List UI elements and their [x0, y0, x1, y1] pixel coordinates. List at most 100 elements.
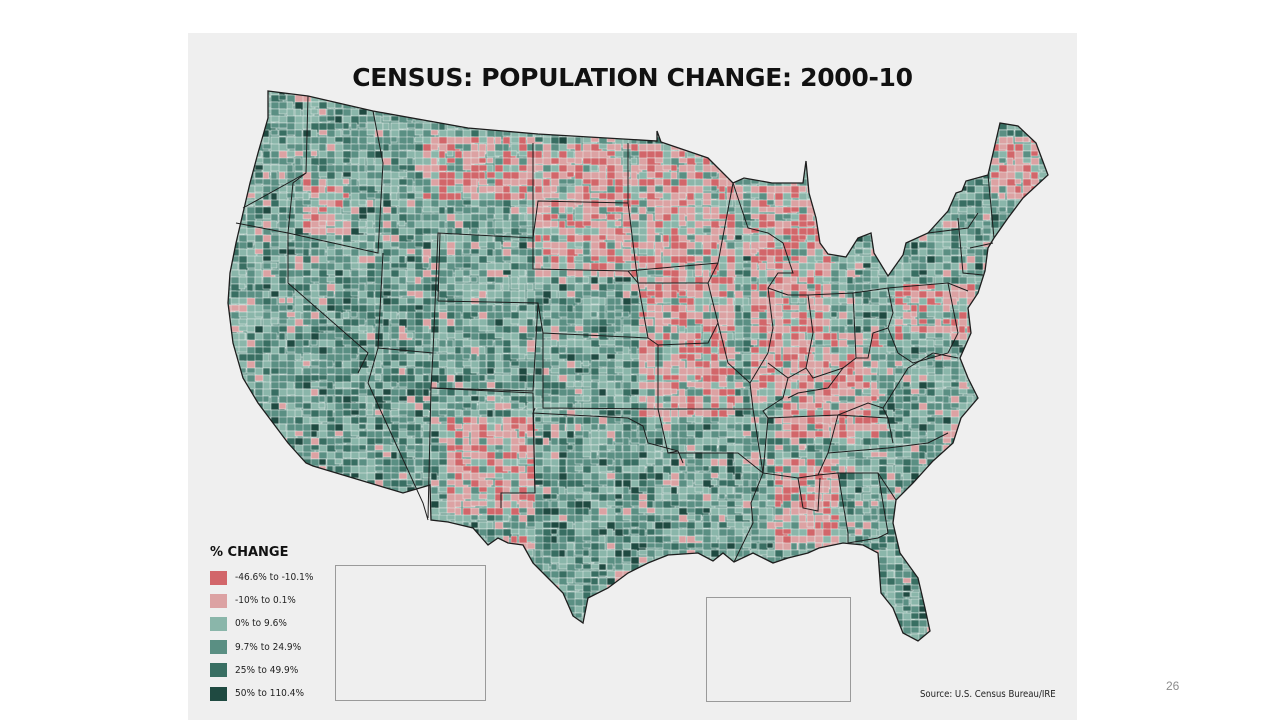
county-cell — [582, 108, 591, 118]
county-cell — [262, 91, 272, 98]
county-cell — [1055, 291, 1067, 297]
county-cell — [414, 136, 424, 143]
county-cell — [926, 101, 937, 108]
county-cell — [966, 339, 983, 350]
county-cell — [1022, 262, 1039, 271]
county-cell — [918, 346, 928, 354]
county-cell — [1014, 367, 1030, 379]
county-cell — [238, 227, 248, 235]
county-cell — [614, 220, 622, 227]
county-cell — [886, 241, 897, 248]
county-cell — [526, 283, 534, 291]
county-cell — [1055, 319, 1064, 326]
county-cell — [790, 220, 800, 227]
county-cell — [518, 318, 529, 327]
county-cell — [1030, 94, 1045, 103]
county-cell — [446, 164, 456, 172]
county-cell — [422, 409, 430, 417]
county-cell — [934, 94, 942, 104]
county-cell — [518, 192, 526, 200]
county-cell — [526, 108, 534, 119]
county-cell — [1038, 283, 1048, 290]
county-cell — [670, 290, 678, 299]
county-cell — [982, 108, 991, 117]
county-cell — [942, 178, 956, 189]
county-cell — [390, 101, 402, 112]
county-cell — [238, 171, 247, 183]
county-cell — [238, 402, 252, 410]
county-cell — [366, 91, 378, 94]
county-cell — [1046, 290, 1048, 298]
county-cell — [230, 122, 239, 129]
county-cell — [798, 108, 808, 120]
county-cell — [830, 115, 838, 122]
county-cell — [990, 388, 999, 399]
county-cell — [1022, 91, 1038, 96]
county-cell — [758, 150, 766, 159]
county-cell — [958, 129, 967, 140]
county-cell — [814, 122, 824, 129]
county-cell — [910, 311, 918, 318]
county-cell — [662, 91, 674, 99]
county-cell — [590, 311, 598, 318]
county-cell — [646, 206, 656, 213]
county-cell — [782, 185, 793, 194]
county-cell — [814, 143, 823, 152]
county-cell — [806, 101, 814, 112]
county-cell — [302, 269, 312, 277]
county-cell — [902, 178, 911, 186]
county-cell — [1046, 192, 1048, 200]
county-cell — [766, 171, 779, 183]
county-cell — [662, 388, 673, 396]
county-cell — [838, 136, 846, 145]
county-cell — [454, 339, 465, 348]
county-cell — [630, 157, 638, 165]
county-cell — [566, 171, 575, 178]
county-cell — [462, 318, 471, 327]
county-cell — [790, 91, 807, 97]
county-cell — [462, 353, 471, 360]
county-cell — [734, 136, 751, 148]
county-cell — [766, 108, 781, 118]
county-cell — [830, 129, 846, 138]
county-cell — [950, 220, 958, 229]
county-cell — [998, 346, 1010, 357]
county-cell — [1006, 220, 1023, 229]
county-cell — [838, 157, 849, 164]
county-cell — [598, 192, 608, 200]
county-cell — [1006, 248, 1016, 256]
county-cell — [886, 192, 896, 201]
county-cell — [758, 122, 775, 129]
county-cell — [366, 220, 374, 229]
county-cell — [854, 206, 870, 213]
county-cell — [558, 346, 567, 354]
county-cell — [638, 108, 655, 116]
county-cell — [398, 101, 412, 109]
county-cell — [798, 297, 806, 304]
county-cell — [950, 108, 961, 118]
county-cell — [262, 360, 273, 369]
county-cell — [870, 157, 887, 168]
county-cell — [854, 199, 867, 211]
county-cell — [574, 115, 586, 125]
county-cell — [694, 136, 703, 143]
county-cell — [228, 164, 238, 171]
county-cell — [862, 122, 877, 132]
county-cell — [734, 143, 747, 152]
county-cell — [414, 206, 423, 215]
county-cell — [638, 395, 647, 403]
county-cell — [702, 136, 716, 146]
county-cell — [894, 234, 906, 241]
county-cell — [982, 122, 996, 131]
county-cell — [974, 332, 991, 341]
county-cell — [990, 381, 1000, 391]
county-cell — [1030, 381, 1039, 393]
county-cell — [638, 248, 648, 255]
county-cell — [750, 157, 765, 164]
county-cell — [1014, 255, 1024, 265]
county-cell — [294, 381, 304, 390]
county-cell — [302, 199, 313, 206]
county-cell — [542, 94, 555, 103]
county-cell — [694, 108, 703, 117]
county-cell — [830, 213, 844, 220]
